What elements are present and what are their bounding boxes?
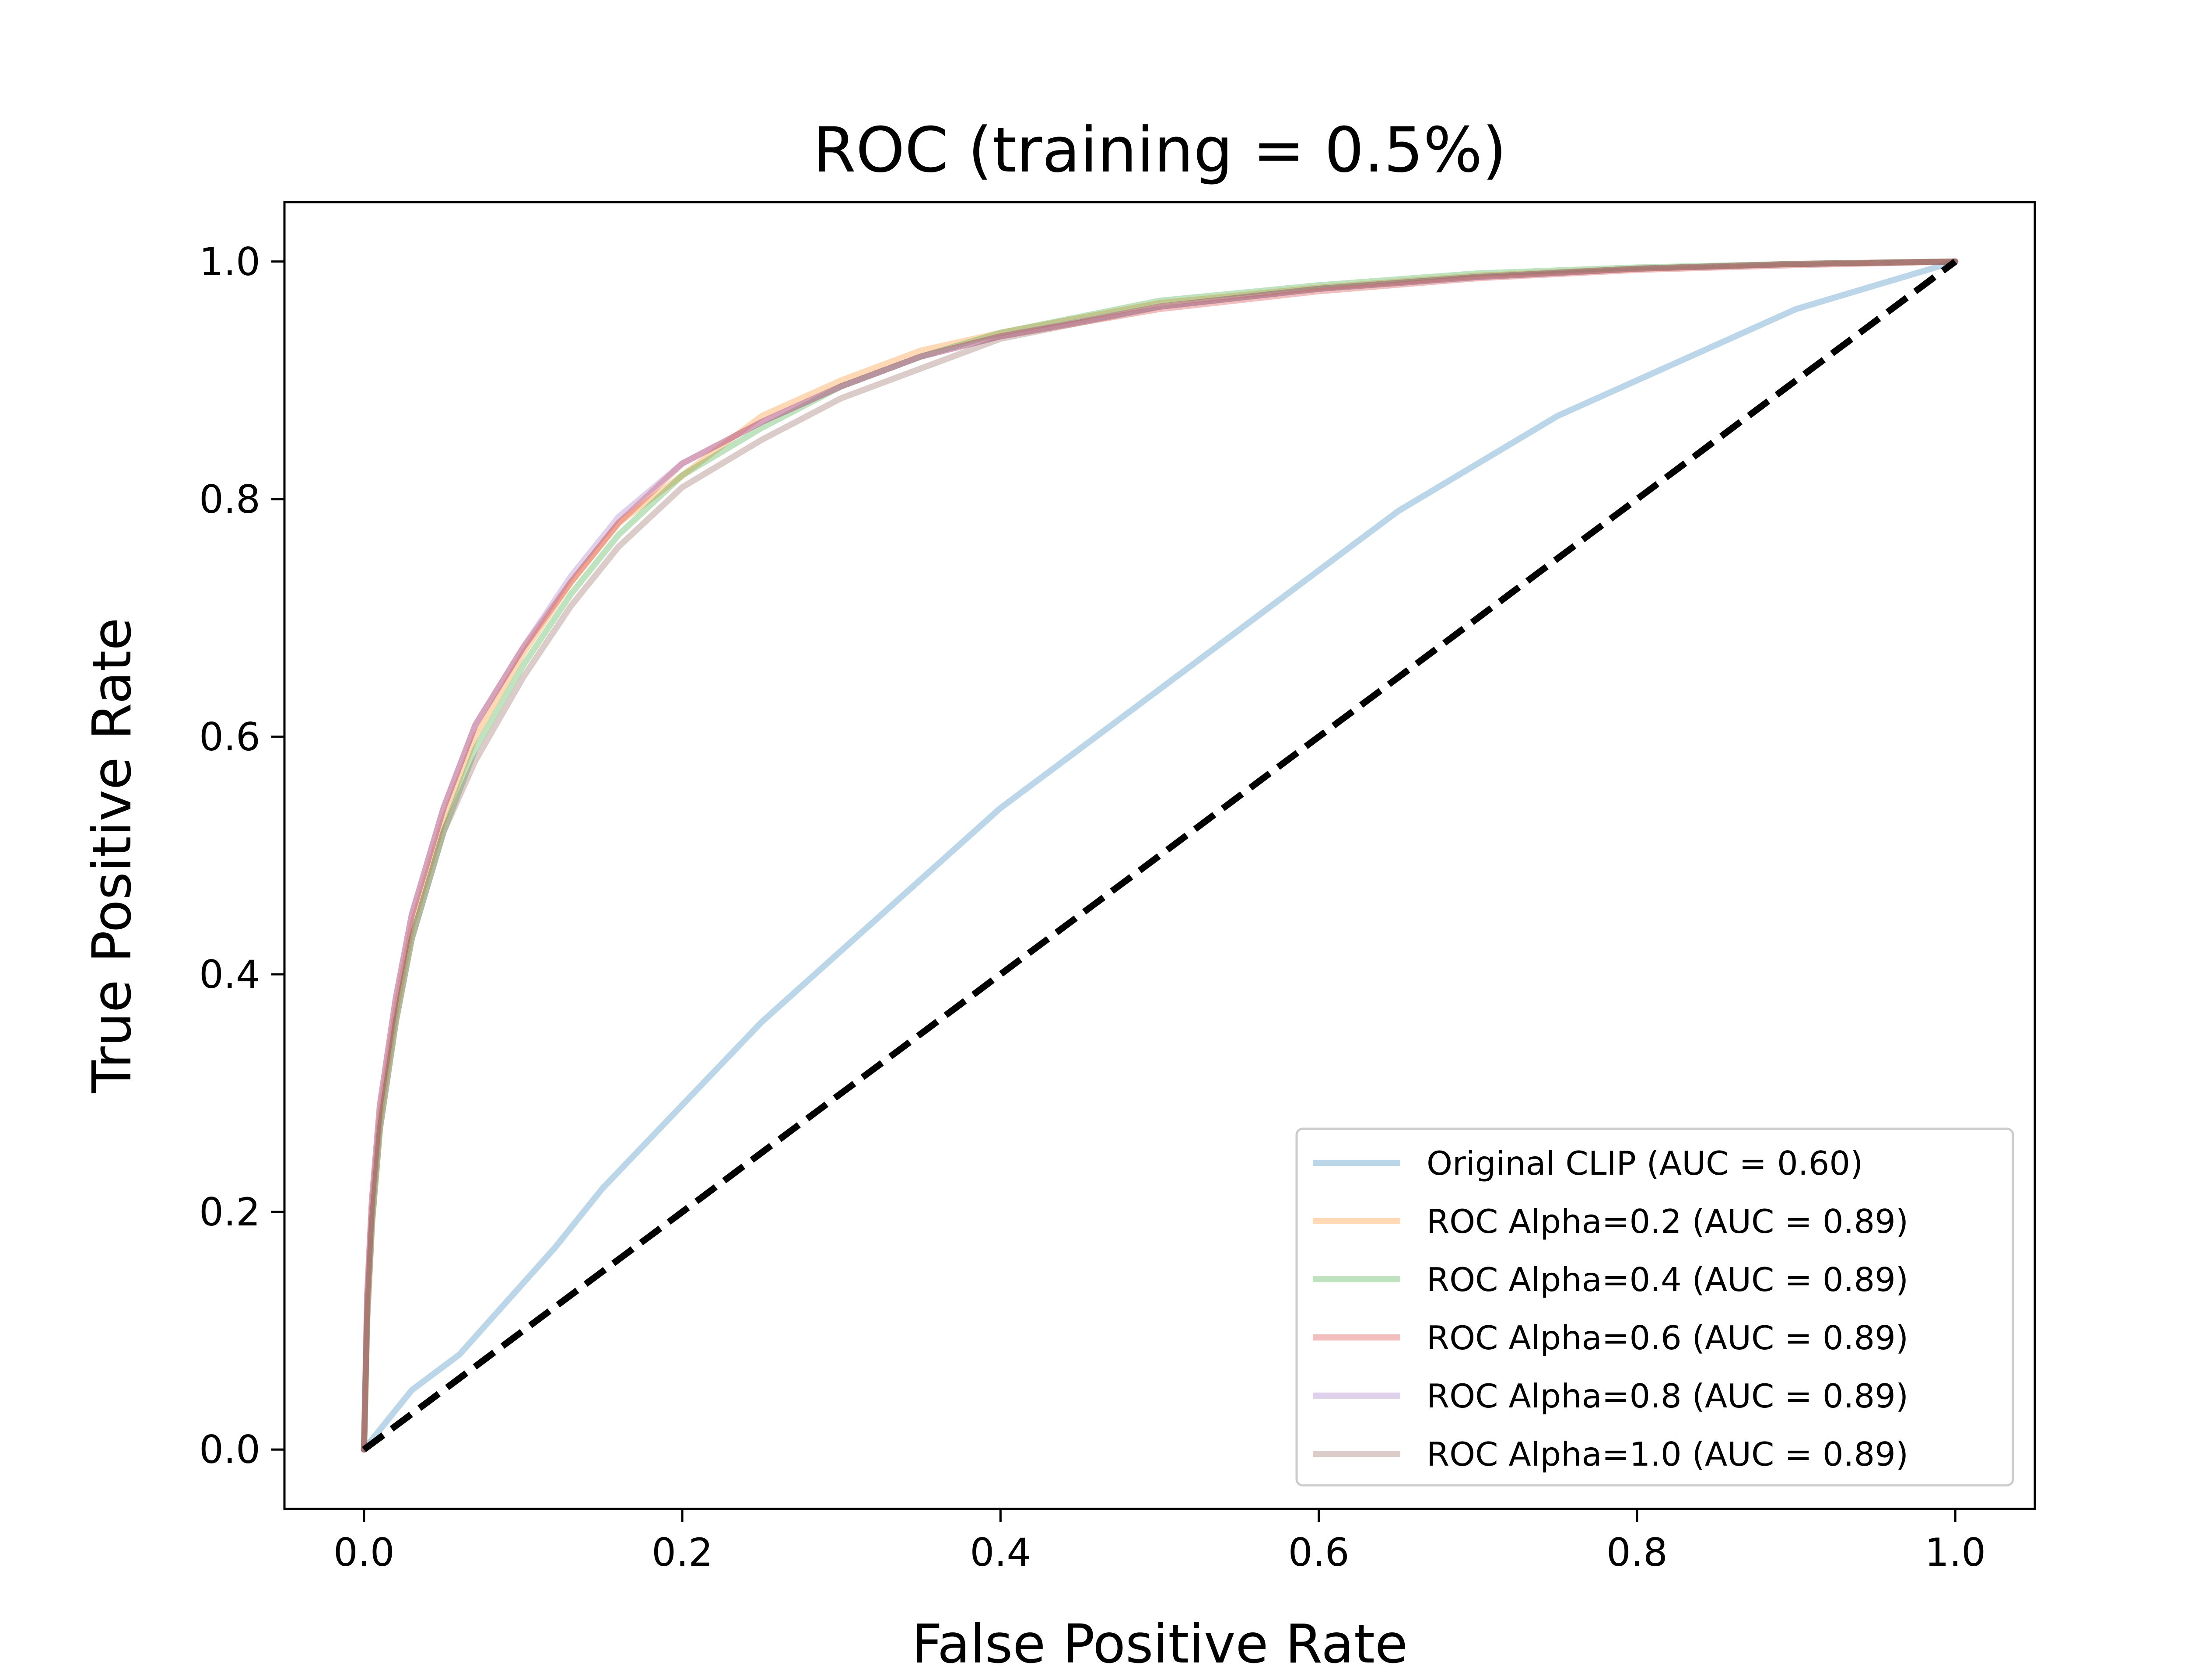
series-line-5: [361, 258, 1959, 1453]
chart-title: ROC (training = 0.5%): [813, 114, 1507, 186]
series-layer: [361, 258, 1959, 1453]
series-line-2: [361, 258, 1959, 1453]
y-axis-ticks: 0.0 0.2 0.4 0.6 0.8 1.0: [199, 239, 284, 1472]
legend-frame: [1295, 1127, 2014, 1487]
legend-label-3: ROC Alpha=0.6 (AUC = 0.89): [1427, 1319, 1908, 1357]
reference-line-layer: [362, 259, 1957, 1452]
y-tick-label: 0.8: [199, 477, 260, 522]
series-line-0: [361, 258, 1959, 1453]
x-tick-label: 0.2: [652, 1530, 713, 1575]
y-tick-label: 0.0: [199, 1427, 260, 1472]
y-tick-label: 0.6: [199, 714, 260, 760]
plot-frame: [283, 201, 2036, 1510]
y-tick-label: 0.2: [199, 1190, 260, 1235]
x-tick-label: 1.0: [1925, 1530, 1986, 1575]
legend-label-0: Original CLIP (AUC = 0.60): [1427, 1144, 1863, 1183]
legend-label-5: ROC Alpha=1.0 (AUC = 0.89): [1427, 1435, 1908, 1474]
legend-label-1: ROC Alpha=0.2 (AUC = 0.89): [1427, 1202, 1908, 1241]
legend: Original CLIP (AUC = 0.60) ROC Alpha=0.2 …: [1295, 1127, 2014, 1487]
series-line-4: [361, 258, 1959, 1453]
series-line-3: [361, 258, 1959, 1453]
x-tick-label: 0.6: [1288, 1530, 1350, 1575]
x-tick-label: 0.4: [970, 1530, 1031, 1575]
x-axis-ticks: 0.0 0.2 0.4 0.6 0.8 1.0: [333, 1509, 1986, 1575]
diagonal-reference-line: [362, 259, 1957, 1452]
y-tick-label: 1.0: [199, 239, 260, 284]
y-axis-label: True Positive Rate: [81, 618, 143, 1094]
x-axis-label: False Positive Rate: [912, 1613, 1408, 1675]
x-tick-label: 0.0: [333, 1530, 395, 1575]
legend-items: Original CLIP (AUC = 0.60) ROC Alpha=0.2 …: [1313, 1144, 1908, 1474]
x-tick-label: 0.8: [1606, 1530, 1668, 1575]
legend-label-2: ROC Alpha=0.4 (AUC = 0.89): [1427, 1260, 1908, 1299]
y-tick-label: 0.4: [199, 952, 260, 997]
legend-label-4: ROC Alpha=0.8 (AUC = 0.89): [1427, 1377, 1908, 1415]
series-line-1: [361, 258, 1959, 1453]
